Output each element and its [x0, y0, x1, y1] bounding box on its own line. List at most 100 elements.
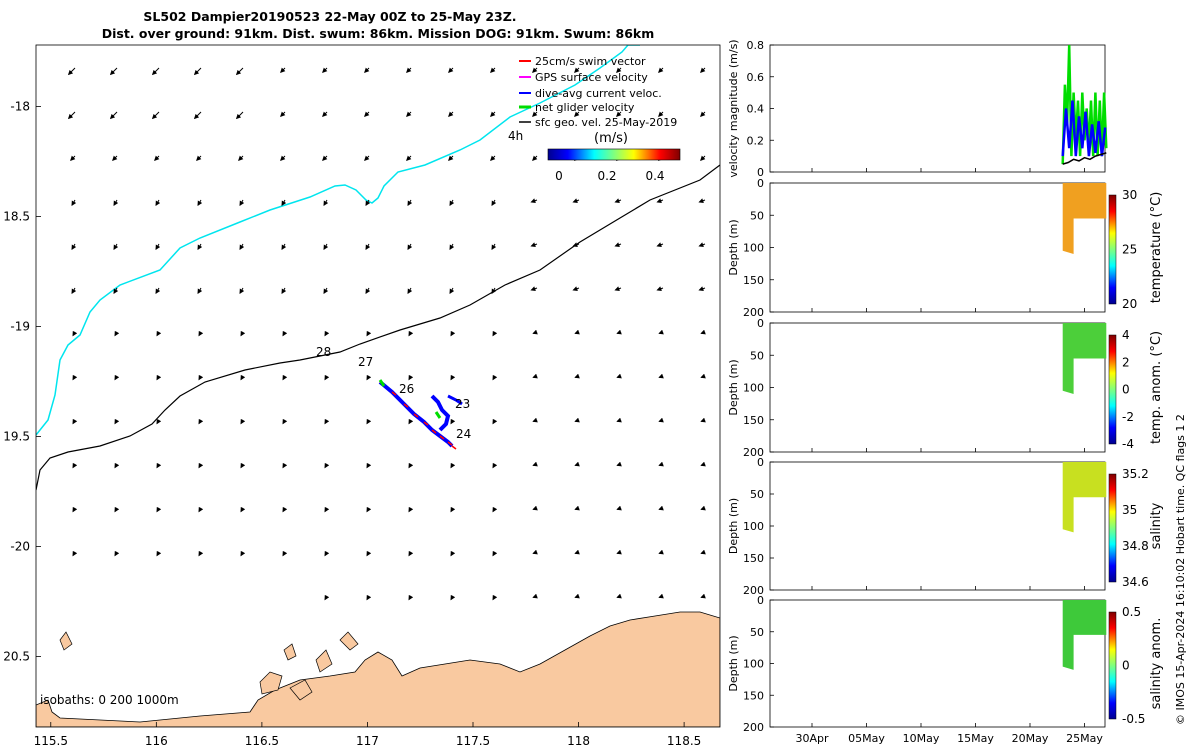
velocity-arrow [198, 550, 204, 557]
velocity-arrow [407, 199, 413, 207]
velocity-arrow [154, 155, 160, 161]
panel-y-tick-label: 150 [743, 274, 764, 287]
isobath-1000m [36, 164, 720, 491]
velocity-arrow [235, 111, 244, 120]
velocity-arrow [240, 330, 246, 337]
velocity-series-line [1061, 44, 1108, 165]
velocity-arrow [700, 67, 706, 73]
velocity-arrow [492, 462, 498, 469]
velocity-arrow [532, 461, 538, 467]
colorbar-label: temp. anom. (°C) [1149, 331, 1164, 444]
velocity-arrow [198, 374, 204, 381]
colorbar-tick-label: 0 [1122, 383, 1130, 397]
velocity-arrow [366, 330, 372, 337]
colorbar-tick-label: 20 [1122, 297, 1137, 311]
swim-vector [451, 445, 457, 450]
velocity-arrow [700, 417, 706, 423]
velocity-arrow [364, 111, 370, 117]
day-label: 24 [456, 427, 471, 441]
velocity-arrow [239, 287, 245, 295]
colorbar-tick-label: 0 [1122, 659, 1130, 673]
velocity-arrow [408, 418, 414, 425]
velocity-arrow [532, 593, 538, 599]
velocity-arrow [280, 67, 286, 73]
velocity-arrow [406, 111, 412, 117]
map-y-tick-label: 20.5 [3, 650, 30, 664]
velocity-arrow [156, 418, 162, 425]
velocity-arrow [156, 550, 162, 557]
panel-colorbar [1108, 611, 1117, 720]
land-polygon [36, 611, 720, 727]
map-y-tick-label: -18 [10, 100, 30, 114]
panel-y-tick-label: 150 [743, 552, 764, 565]
velocity-panel: 0 0.2 0.4 0.6 0.8 velocity magnitude (m/s) [727, 39, 1108, 179]
velocity-arrow [322, 155, 328, 161]
velocity-arrow [530, 242, 538, 248]
panel-y-tick-label: 0 [757, 456, 764, 469]
velocity-arrow [282, 418, 288, 425]
panel-y-tick-label: 200 [743, 721, 764, 734]
swim-vector [439, 435, 445, 440]
velocity-arrow [282, 330, 288, 337]
velocity-arrow [450, 506, 456, 513]
velocity-arrow [109, 67, 118, 76]
velocity-series-line [1061, 100, 1107, 157]
velocity-arrow [280, 155, 286, 161]
colorbar-title: (m/s) [594, 131, 628, 146]
velocity-arrow [700, 155, 706, 161]
velocity-arrow [281, 287, 287, 295]
velocity-arrow [72, 330, 78, 337]
velocity-arrow [282, 550, 288, 557]
velocity-arrow [572, 286, 580, 292]
velocity-arrow [574, 373, 580, 379]
map-y-tick-label: 18.5 [3, 210, 30, 224]
panel-axes-box [769, 182, 1106, 313]
velocity-arrow [532, 549, 538, 555]
swim-vector [413, 413, 419, 418]
velocity-arrow [700, 461, 706, 467]
velocity-arrow [324, 506, 330, 513]
panel-y-tick-label: 0.8 [747, 39, 765, 52]
panel-y-tick-label: 200 [743, 446, 764, 459]
panel-x-tick-label: 30Apr [795, 732, 829, 745]
map-x-tick-label: 117.5 [456, 734, 490, 748]
panel-colorbar [1108, 473, 1117, 583]
velocity-arrow [530, 198, 538, 204]
map-y-tick-label: 19.5 [3, 430, 30, 444]
panel-y-tick-label: 50 [750, 488, 764, 501]
panel-y-tick-label: 50 [750, 209, 764, 222]
panel-y-tick-label: 200 [743, 584, 764, 597]
velocity-arrow [491, 243, 497, 251]
colorbar-tick: 0.4 [645, 169, 664, 183]
velocity-arrow [572, 242, 580, 248]
velocity-arrow [193, 67, 202, 76]
velocity-arrow [365, 243, 371, 251]
velocity-arrow [239, 243, 245, 251]
velocity-arrow [616, 593, 622, 599]
velocity-arrow [616, 111, 622, 117]
velocity-arrow [113, 243, 119, 251]
swim-vector [447, 441, 453, 446]
velocity-arrow [408, 594, 414, 601]
velocity-arrow [72, 550, 78, 557]
day-labels: 28 27 26 23 24 [316, 345, 471, 441]
velocity-arrow [281, 199, 287, 207]
velocity-arrow [155, 199, 161, 207]
velocity-arrow [656, 198, 664, 204]
velocity-arrow [491, 287, 497, 295]
panel-y-tick-label: 0.4 [747, 103, 765, 116]
velocity-arrow [408, 374, 414, 381]
velocity-arrow [151, 111, 160, 120]
velocity-arrow [656, 286, 664, 292]
velocity-arrow [658, 67, 664, 73]
velocity-arrow [112, 155, 118, 161]
velocity-arrow [72, 418, 78, 425]
velocity-arrow [156, 374, 162, 381]
velocity-arrow [366, 550, 372, 557]
velocity-arrow [492, 330, 498, 337]
velocity-arrow [574, 111, 580, 117]
panel-colorbar [1108, 334, 1117, 445]
velocity-arrow [70, 155, 76, 161]
velocity-arrow [364, 155, 370, 161]
dive-avg-track [447, 394, 463, 406]
